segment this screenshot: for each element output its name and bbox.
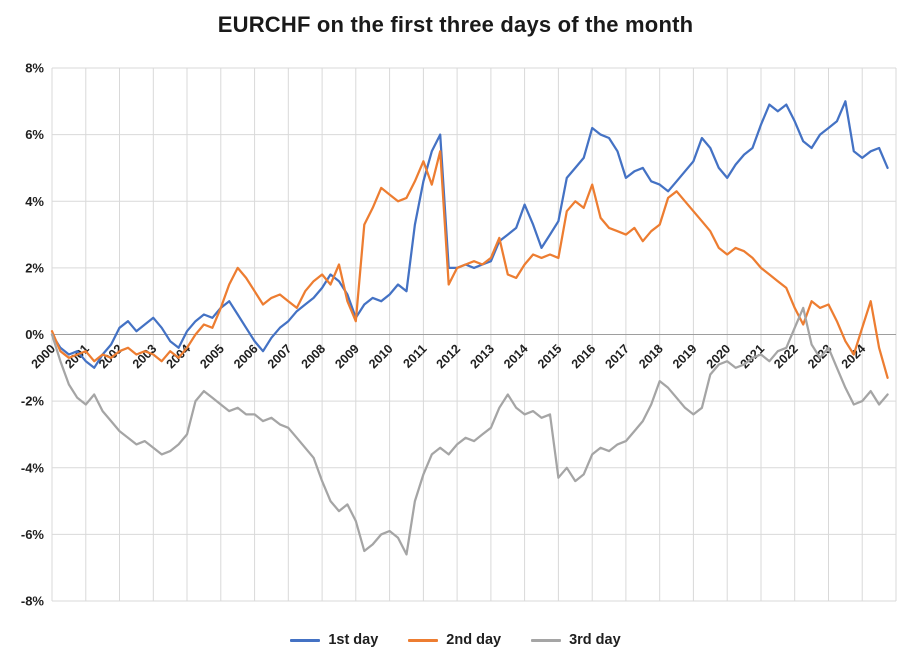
x-axis-tick-label: 2017 (602, 342, 632, 372)
x-axis-tick-label: 2014 (501, 342, 531, 372)
x-axis-tick-label: 2008 (299, 342, 329, 372)
legend-line-icon (290, 638, 321, 642)
y-axis-tick-label: 8% (25, 61, 44, 76)
x-axis-tick-label: 2018 (636, 342, 666, 372)
y-axis-tick-label: -2% (21, 394, 45, 409)
legend-item-1st-day: 1st day (290, 632, 378, 648)
x-axis-tick-label: 2006 (231, 342, 261, 372)
series-line-2nd-day (50, 150, 889, 379)
y-axis-tick-label: 6% (25, 127, 44, 142)
x-axis-tick-label: 2011 (400, 342, 429, 371)
x-axis-tick-label: 2024 (839, 342, 869, 372)
y-axis-tick-label: 4% (25, 194, 44, 209)
legend-line-icon (531, 638, 562, 642)
chart-title: EURCHF on the first three days of the mo… (217, 12, 694, 37)
x-axis-tick-label: 2007 (265, 342, 295, 372)
legend-line-icon (408, 638, 439, 642)
legend-label: 1st day (328, 632, 379, 648)
series-line-3rd-day (50, 306, 889, 556)
x-axis-tick-label: 2012 (434, 342, 464, 372)
series-line-1st-day (50, 100, 889, 369)
x-axis-tick-label: 2009 (332, 342, 362, 372)
legend-item-2nd-day: 2nd day (408, 632, 501, 648)
y-axis-tick-label: 2% (25, 260, 44, 275)
y-axis-tick-label: -8% (21, 594, 45, 609)
legend: 1st day 2nd day 3rd day (0, 632, 911, 648)
x-axis-tick-label: 2013 (467, 342, 497, 372)
legend-label: 2nd day (446, 632, 502, 648)
y-axis-tick-label: 0% (25, 327, 44, 342)
x-axis-tick-label: 2020 (704, 342, 734, 372)
x-axis-tick-label: 2015 (535, 342, 565, 372)
x-axis-tick-label: 2010 (366, 342, 396, 372)
x-axis-tick-label: 2000 (29, 342, 59, 372)
x-axis-tick-label: 2019 (670, 342, 700, 372)
x-axis-tick-label: 2005 (197, 342, 227, 372)
legend-item-3rd-day: 3rd day (531, 632, 621, 648)
x-axis-tick-label: 2016 (569, 342, 599, 372)
y-axis-tick-label: -6% (21, 527, 45, 542)
y-axis-tick-label: -4% (21, 460, 45, 475)
legend-label: 3rd day (569, 632, 621, 648)
